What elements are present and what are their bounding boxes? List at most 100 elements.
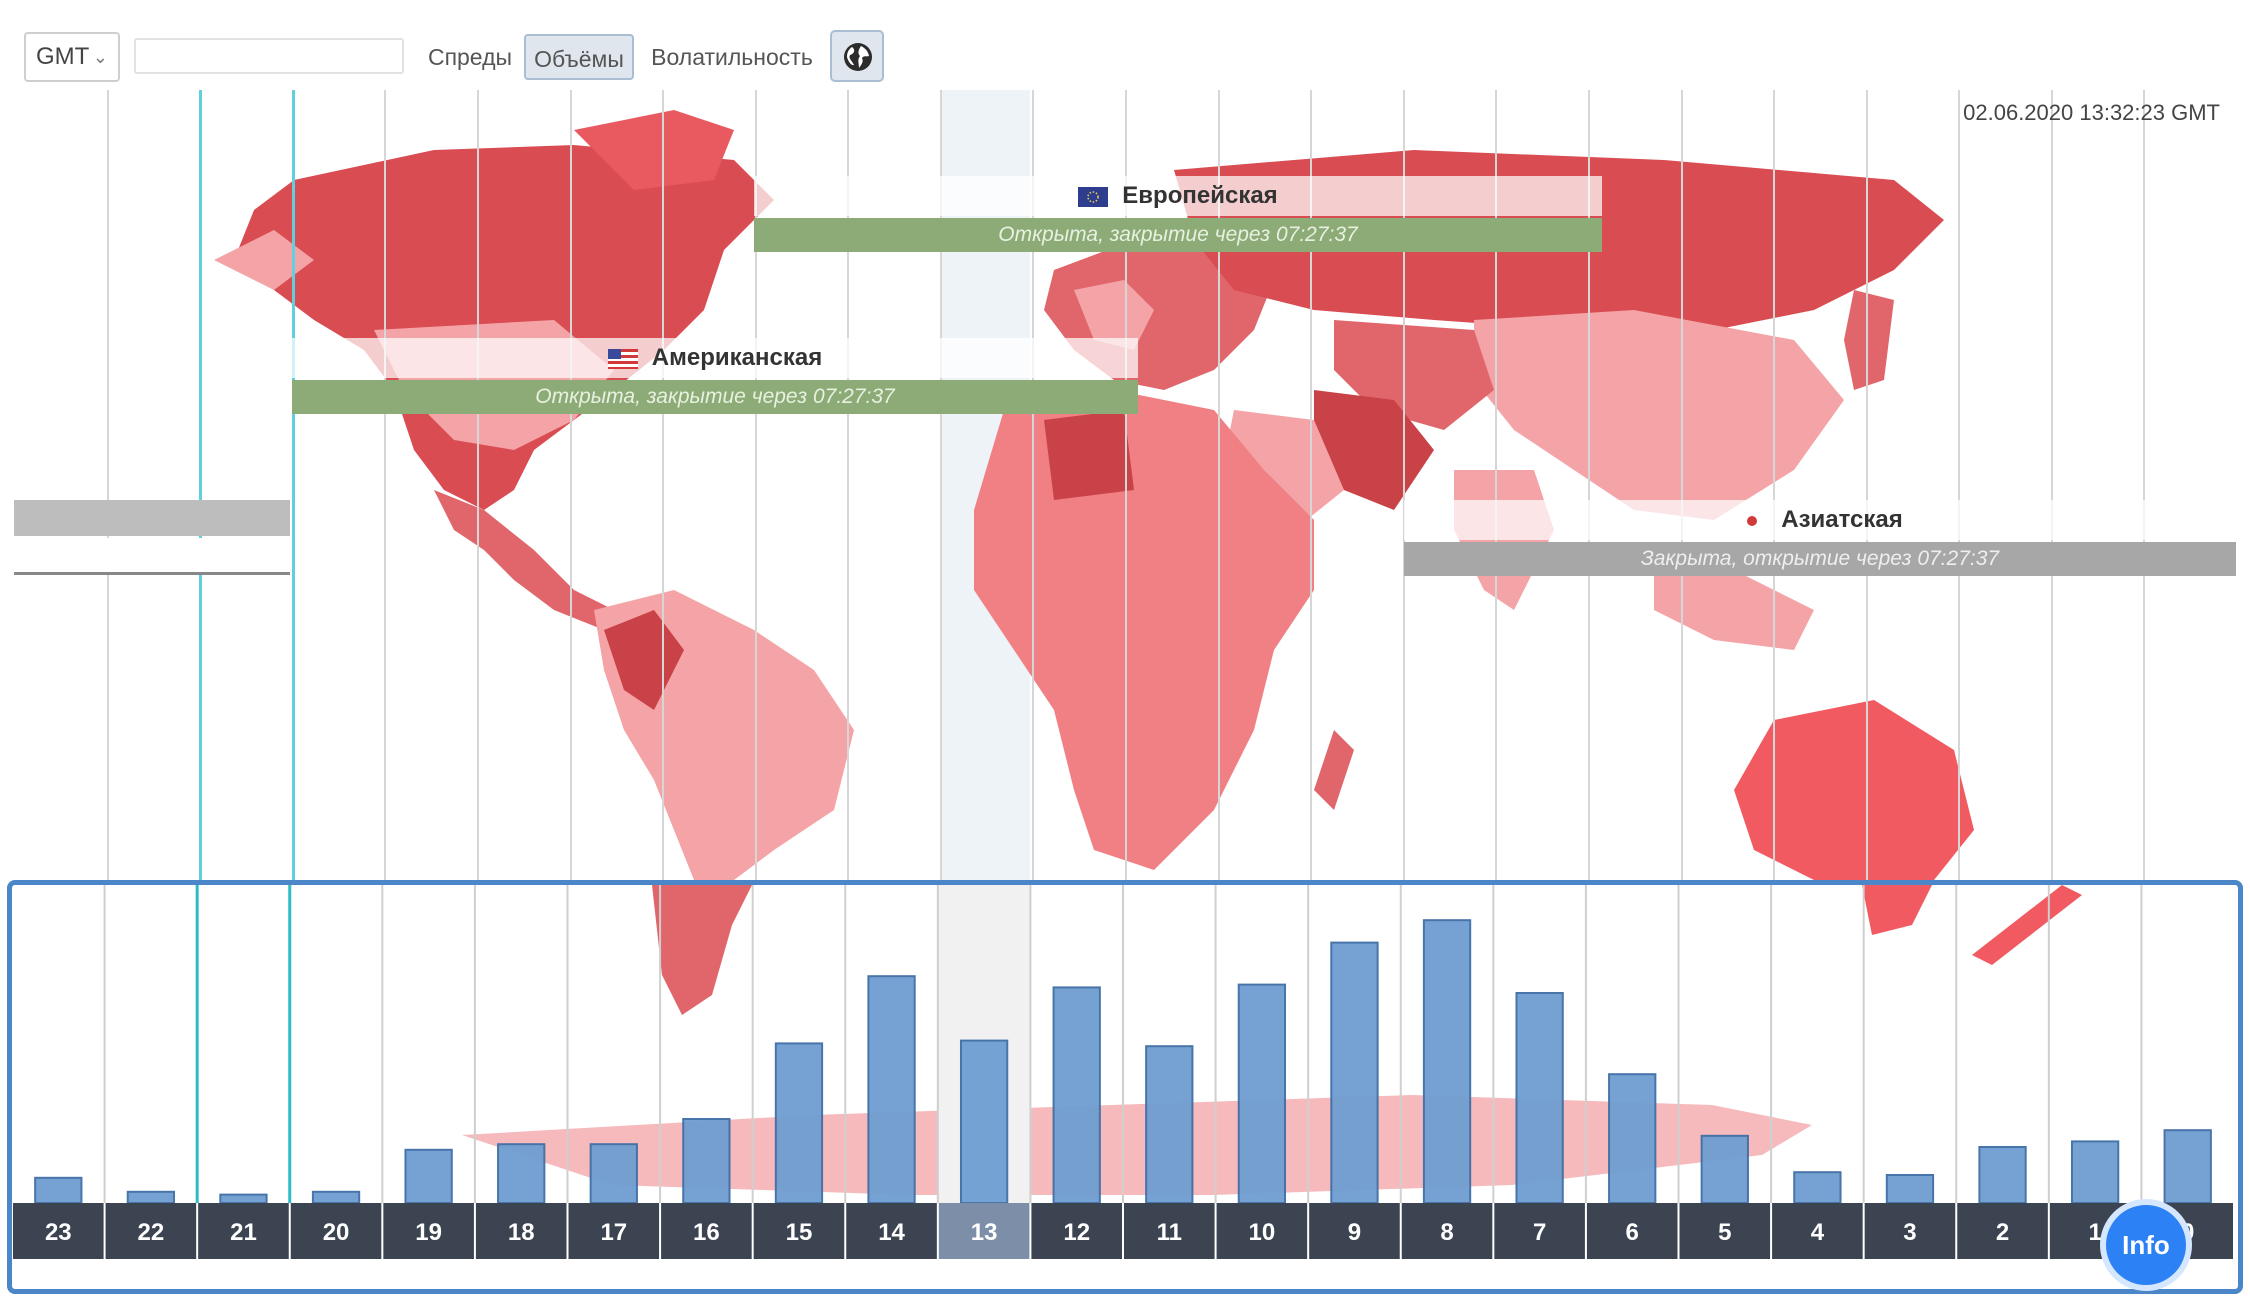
map-grid-line (1403, 90, 1405, 880)
map-grid-line (1588, 90, 1590, 880)
bar-hour-8 (1422, 919, 1472, 1204)
tick-label-11: 11 (1157, 1219, 1182, 1246)
world-map: 02.06.2020 13:32:23 GMT Европейская Откр… (14, 90, 2236, 880)
map-grid-line (1218, 90, 1220, 880)
africa-shape (974, 390, 1314, 870)
current-time: 02.06.2020 13:32:23 GMT (1963, 100, 2220, 125)
tick-label-4: 4 (1811, 1219, 1825, 1246)
bar-hour-2 (1978, 1146, 2027, 1204)
bar-hour-1 (2070, 1140, 2120, 1204)
bar-hour-10 (1237, 983, 1287, 1204)
tick-cell-12 (1031, 1203, 1122, 1259)
map-grid-line (199, 90, 202, 880)
bar-hour-5 (1700, 1134, 1749, 1204)
map-grid-line (107, 90, 109, 880)
tick-label-9: 9 (1348, 1219, 1361, 1246)
colombia-shape (604, 610, 684, 710)
bar-hour-15 (774, 1042, 824, 1204)
tick-cell-14 (846, 1203, 937, 1259)
tick-cell-21 (198, 1203, 289, 1259)
tick-cell-3 (1864, 1203, 1956, 1259)
tick-label-18: 18 (508, 1219, 535, 1246)
map-grid-line (2143, 90, 2145, 880)
chart-bars (34, 919, 2212, 1205)
toolbar: GMT ⌄ Спреды Объёмы Волатильность (0, 0, 2250, 90)
tick-cell-19 (383, 1203, 474, 1259)
us-flag-icon (607, 348, 638, 369)
session-america-title: Американская (292, 338, 1138, 378)
tick-label-13: 13 (971, 1219, 998, 1246)
chevron-down-icon: ⌄ (92, 47, 108, 67)
tick-cell-2 (1957, 1203, 2048, 1259)
tick-cell-7 (1494, 1203, 1585, 1259)
bar-hour-13 (959, 1039, 1009, 1204)
bar-hour-3 (1885, 1174, 1935, 1204)
tick-label-10: 10 (1249, 1219, 1276, 1246)
alaska-shape (214, 230, 314, 290)
bar-hour-7 (1515, 992, 1564, 1204)
map-grid-line (847, 90, 849, 880)
bar-hour-11 (1145, 1045, 1194, 1204)
chart-map-new-zealand (1972, 885, 2082, 965)
chart-axis: 23222120191817161514131211109876543210 (13, 1203, 2233, 1259)
session-europe-name: Европейская (1122, 182, 1278, 209)
madagascar-shape (1314, 730, 1354, 810)
tab-spreads[interactable]: Спреды (427, 44, 513, 70)
search-input[interactable] (134, 38, 404, 74)
session-asia-status: Закрыта, открытие через 07:27:37 (1404, 542, 2236, 576)
bar-hour-16 (682, 1118, 731, 1204)
tick-cell-5 (1679, 1203, 1771, 1259)
tick-label-17: 17 (600, 1219, 627, 1246)
australia-shape (1734, 700, 1974, 880)
map-grid-line (384, 90, 386, 880)
info-button[interactable]: Info (2100, 1199, 2192, 1291)
tick-cell-18 (475, 1203, 567, 1259)
session-pacific-status (14, 538, 290, 575)
tab-volatility[interactable]: Волатильность (651, 44, 813, 70)
tick-label-7: 7 (1533, 1219, 1546, 1246)
tick-label-21: 21 (230, 1219, 257, 1246)
session-asia: Азиатская Закрыта, открытие через 07:27:… (1404, 500, 2236, 580)
tick-cell-17 (568, 1203, 660, 1259)
bar-hour-22 (126, 1190, 176, 1204)
session-america-name: Американская (651, 344, 823, 371)
session-europe-status: Открыта, закрытие через 07:27:37 (754, 218, 1602, 252)
map-grid-line (1310, 90, 1312, 880)
tick-label-12: 12 (1063, 1219, 1090, 1246)
tick-cell-10 (1216, 1203, 1308, 1259)
tick-label-3: 3 (1903, 1219, 1916, 1246)
tick-label-14: 14 (878, 1219, 905, 1246)
bar-hour-21 (219, 1193, 268, 1205)
map-grid-line (2051, 90, 2053, 880)
map-grid-line (292, 90, 295, 880)
map-grid-line (1032, 90, 1034, 880)
western-europe-shape (1074, 280, 1154, 350)
map-grid-line (755, 90, 757, 880)
map-grid-line (1773, 90, 1775, 880)
eu-flag-icon (1078, 186, 1109, 207)
north-africa-shape (1044, 410, 1134, 500)
session-europe-title: Европейская (754, 176, 1602, 216)
central-america-shape (434, 490, 614, 630)
bar-hour-18 (497, 1143, 546, 1205)
bar-hour-14 (867, 975, 916, 1204)
bar-hour-23 (34, 1176, 83, 1204)
session-pacific (14, 500, 290, 580)
map-grid-line (1866, 90, 1868, 880)
tick-cell-15 (753, 1203, 845, 1259)
session-asia-title: Азиатская (1404, 500, 2236, 540)
timezone-select[interactable]: GMT ⌄ (24, 32, 120, 82)
tick-label-23: 23 (45, 1219, 72, 1246)
bar-hour-6 (1608, 1073, 1657, 1204)
tick-label-16: 16 (693, 1219, 720, 1246)
volume-chart: 23222120191817161514131211109876543210 (13, 885, 2233, 1259)
tick-label-19: 19 (415, 1219, 442, 1246)
map-grid-line (477, 90, 479, 880)
jp-flag-icon (1737, 510, 1768, 531)
tab-volumes[interactable]: Объёмы (524, 34, 634, 80)
volume-chart-frame: 23222120191817161514131211109876543210 (7, 880, 2243, 1294)
tick-cell-20 (290, 1203, 382, 1259)
tick-cell-9 (1309, 1203, 1400, 1259)
session-pacific-title (14, 500, 290, 536)
globe-button[interactable] (830, 30, 884, 82)
